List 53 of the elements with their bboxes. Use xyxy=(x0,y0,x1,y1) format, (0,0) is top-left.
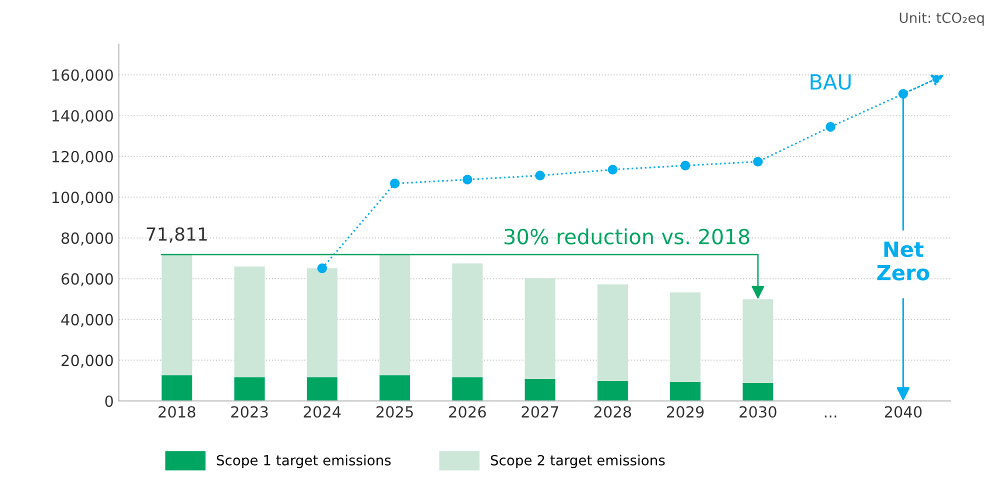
bar xyxy=(162,375,192,401)
bar xyxy=(234,266,265,378)
y-tick-label: 60,000 xyxy=(62,273,113,286)
annotation: 71,811 xyxy=(146,227,207,243)
point xyxy=(608,164,618,174)
bar xyxy=(452,377,483,401)
point xyxy=(390,178,400,188)
x-tick-label: 2029 xyxy=(666,406,704,418)
point xyxy=(680,160,690,170)
bar xyxy=(306,268,338,378)
x-tick-label: 2040 xyxy=(884,406,922,418)
bar xyxy=(380,254,410,376)
y-tick-label: 120,000 xyxy=(52,150,113,164)
x-tick-label: 2023 xyxy=(231,406,268,418)
bar xyxy=(452,263,483,378)
point xyxy=(753,156,763,167)
x-tick-label: 2025 xyxy=(376,406,413,418)
bar xyxy=(670,382,701,401)
annotation: 30% reduction vs. 2018 xyxy=(504,228,750,244)
y-tick-label: 20,000 xyxy=(62,354,113,368)
x-tick-label: 2026 xyxy=(449,406,486,418)
y-tick-label: 80,000 xyxy=(62,232,113,246)
x-tick-label: 2030 xyxy=(740,406,776,418)
bar xyxy=(742,383,774,401)
legend-label: Scope 2 target emissions xyxy=(490,454,665,468)
x-tick-label: 2018 xyxy=(158,406,196,418)
y-tick-label: 140,000 xyxy=(52,110,113,124)
bar xyxy=(597,284,628,382)
point xyxy=(826,122,836,132)
legend-label: Scope 1 target emissions xyxy=(216,454,391,468)
bar xyxy=(742,299,774,384)
point xyxy=(317,263,328,274)
bar xyxy=(597,381,628,401)
y-tick-label: 100,000 xyxy=(52,192,113,205)
y-tick-label: 40,000 xyxy=(61,314,113,328)
x-tick-label: 2028 xyxy=(594,406,632,418)
bar xyxy=(234,377,265,401)
x-tick-label: 2024 xyxy=(304,406,341,418)
bar xyxy=(162,254,192,376)
bar xyxy=(380,375,410,401)
bar xyxy=(306,377,338,401)
annotation: Net Zero xyxy=(877,242,930,280)
point xyxy=(535,170,545,180)
series-label: BAU xyxy=(810,74,851,90)
bar xyxy=(524,278,556,379)
x-tick-label: 2027 xyxy=(522,406,558,418)
text: Unit: tCO₂eq xyxy=(900,12,984,26)
y-tick-label: 160,000 xyxy=(52,69,113,82)
bar xyxy=(524,378,556,401)
x-tick-label: ... xyxy=(824,416,836,418)
y-tick-label: 0 xyxy=(105,395,113,407)
point xyxy=(462,174,472,184)
bar xyxy=(670,292,701,382)
